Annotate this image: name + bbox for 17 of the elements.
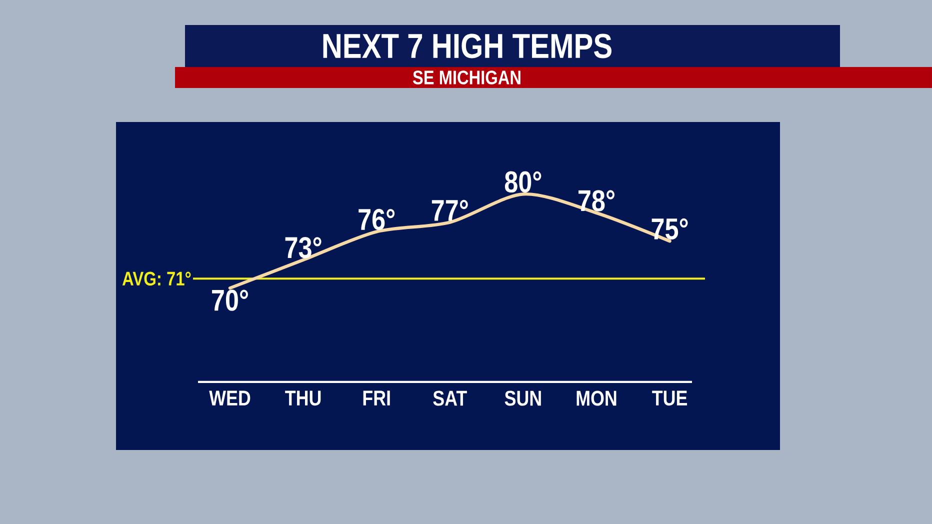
x-tick-label: FRI <box>363 390 390 406</box>
data-label: 78° <box>578 190 614 212</box>
x-tick-label: MON <box>576 390 616 406</box>
x-tick-label: TUE <box>652 390 688 406</box>
chart-title: NEXT 7 HIGH TEMPS <box>323 34 612 58</box>
x-tick-label: THU <box>285 390 321 406</box>
x-tick-label: WED <box>209 390 250 406</box>
data-label: 70° <box>212 290 248 311</box>
chart-subtitle: SE MICHIGAN <box>412 70 520 84</box>
ref-line-label: AVG: 71° <box>122 272 191 286</box>
data-label: 76° <box>358 208 395 230</box>
data-label: 77° <box>432 200 468 221</box>
data-label: 75° <box>652 218 688 240</box>
x-tick-label: SUN <box>504 390 541 406</box>
x-tick-label: SAT <box>433 390 467 406</box>
data-label: 73° <box>285 236 322 258</box>
data-label: 80° <box>504 171 542 193</box>
